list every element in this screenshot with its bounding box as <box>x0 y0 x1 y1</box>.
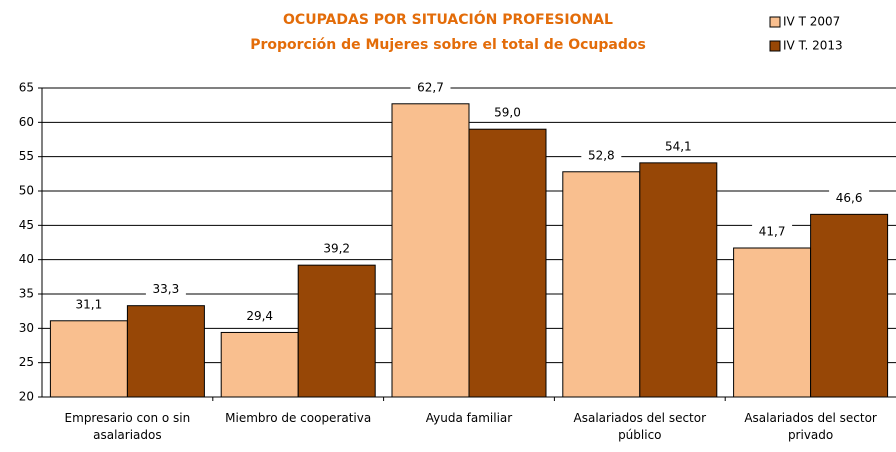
legend-label: IV T 2007 <box>783 15 840 29</box>
legend-swatch <box>769 40 781 52</box>
bar <box>297 264 376 398</box>
y-tick-label: 55 <box>19 149 34 163</box>
value-label-bg <box>581 145 622 164</box>
legend-label: IV T. 2013 <box>783 39 843 53</box>
value-label: 41,7 <box>759 224 786 238</box>
value-label-bg <box>829 188 870 207</box>
bar <box>468 128 547 398</box>
value-label: 62,7 <box>417 80 444 94</box>
x-tick-label: Asalariados del sector público <box>573 411 707 442</box>
bar <box>391 103 470 398</box>
value-label-bg <box>316 239 357 258</box>
legend-swatch <box>769 16 781 28</box>
value-label-bg <box>752 221 793 240</box>
bar <box>49 320 128 398</box>
value-label: 46,6 <box>836 191 863 205</box>
value-label: 52,8 <box>588 148 615 162</box>
bar <box>810 213 889 398</box>
bar <box>220 331 299 398</box>
y-tick-label: 45 <box>19 218 34 232</box>
y-tick-label: 20 <box>19 390 34 404</box>
y-tick-label: 40 <box>19 252 34 266</box>
bar <box>562 171 641 398</box>
value-label-bg <box>410 77 451 96</box>
value-label: 29,4 <box>246 309 273 323</box>
y-tick-label: 60 <box>19 115 34 129</box>
value-label: 31,1 <box>76 297 103 311</box>
bar <box>733 247 812 398</box>
value-label: 33,3 <box>153 282 180 296</box>
bar <box>639 162 718 398</box>
y-tick-label: 35 <box>19 287 34 301</box>
x-tick-label: Miembro de cooperativa <box>225 411 372 425</box>
chart-subtitle: Proporción de Mujeres sobre el total de … <box>250 37 646 53</box>
value-label-bg <box>145 279 186 298</box>
x-tick-label: Asalariados del sector privado <box>744 411 877 442</box>
chart-title: OCUPADAS POR SITUACIÓN PROFESIONAL <box>283 10 613 28</box>
x-tick-label: Ayuda familiar <box>425 411 513 425</box>
value-label: 59,0 <box>494 106 521 120</box>
bar <box>126 305 205 398</box>
value-label-bg <box>239 306 280 325</box>
y-tick-label: 65 <box>19 81 34 95</box>
y-tick-label: 25 <box>19 355 34 369</box>
value-label: 39,2 <box>323 242 350 256</box>
y-tick-label: 30 <box>19 321 34 335</box>
value-label-bg <box>658 136 699 155</box>
value-label-bg <box>68 294 109 313</box>
x-tick-label: Empresario con o sin asalariados <box>64 411 191 442</box>
value-label-bg <box>487 103 528 122</box>
value-label: 54,1 <box>665 139 692 153</box>
y-tick-label: 50 <box>19 184 34 198</box>
